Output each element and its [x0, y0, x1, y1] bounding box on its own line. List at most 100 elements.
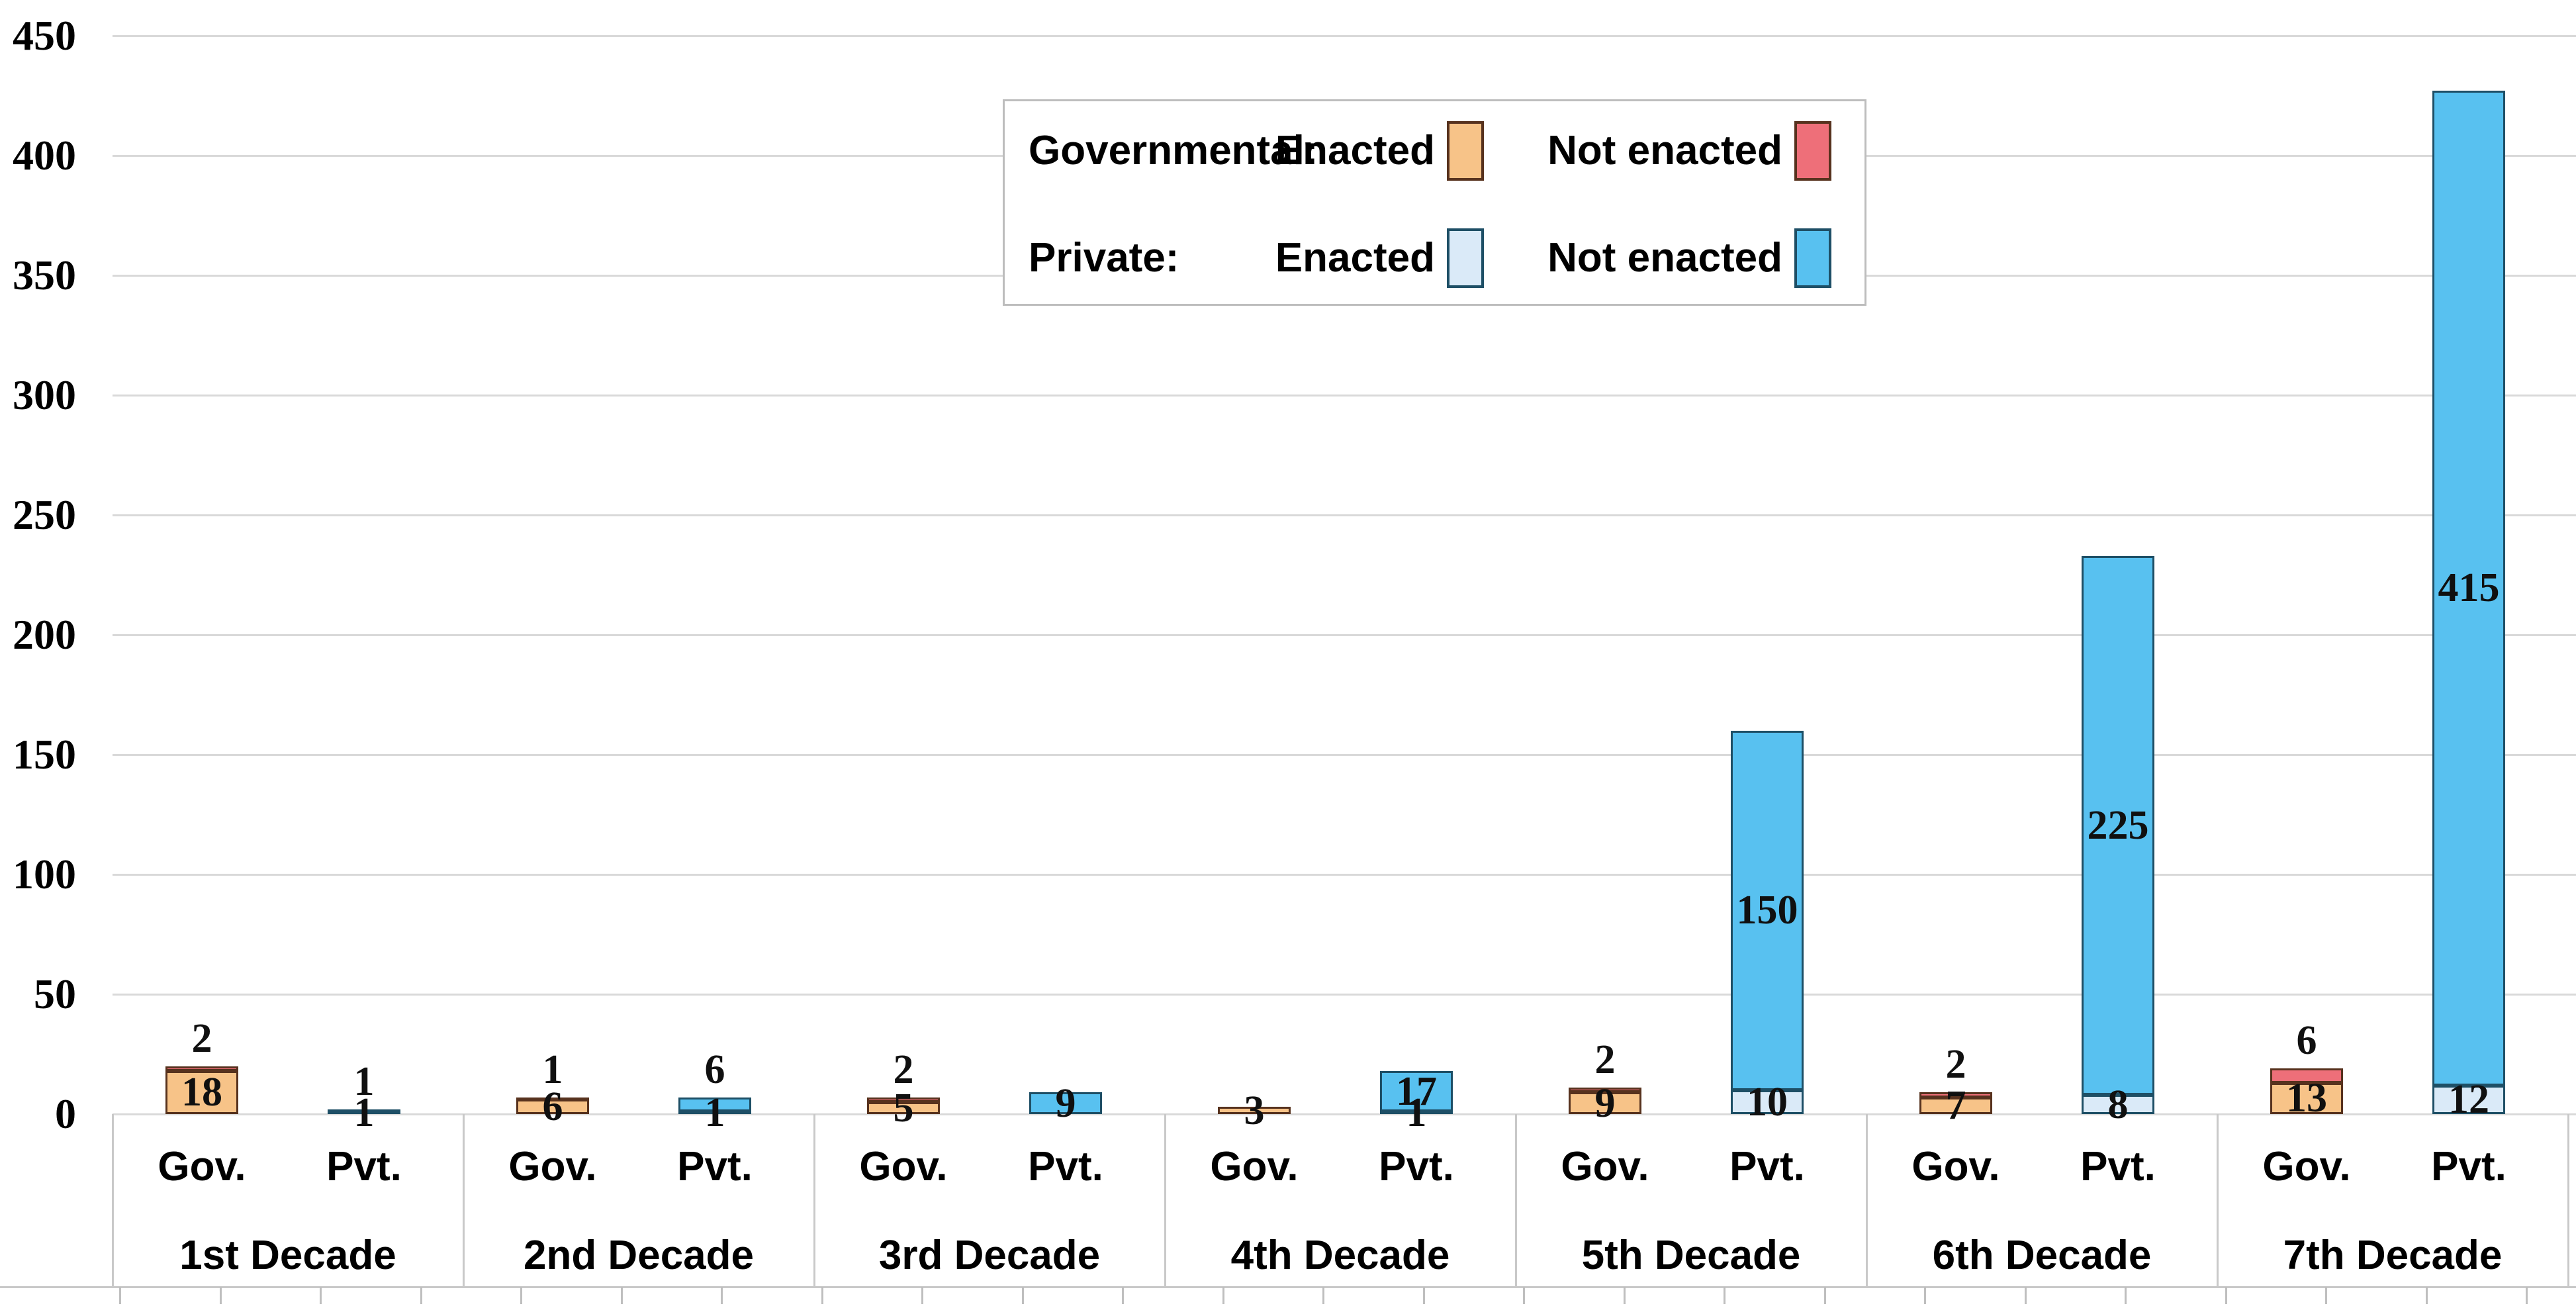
x-axis-minor-tick — [2225, 1287, 2227, 1304]
y-axis-tick-label: 50 — [34, 970, 76, 1017]
bar-value-label: 150 — [1736, 888, 1798, 933]
legend-swatch-gov-not-enacted — [1794, 121, 1831, 181]
category-label-gov: Gov. — [1561, 1144, 1649, 1190]
gov-enacted-segment — [1919, 1097, 1992, 1114]
decade-divider — [2567, 1114, 2569, 1286]
category-label-pvt: Pvt. — [1379, 1144, 1454, 1190]
pvt-not-enacted-segment — [678, 1097, 751, 1112]
x-axis-minor-tick — [921, 1287, 923, 1304]
bar-value-label: 12 — [2448, 1077, 2489, 1123]
gov-not-enacted-segment — [1569, 1088, 1641, 1093]
legend-swatch-gov-enacted — [1447, 121, 1484, 181]
pvt-enacted-segment — [2432, 1085, 2505, 1114]
x-axis-minor-tick — [2526, 1287, 2528, 1304]
y-gridline — [113, 395, 2576, 397]
legend-series-name: Governmental: — [1029, 128, 1318, 173]
pvt-not-enacted-segment — [1029, 1092, 1102, 1114]
legend-swatch-pvt-enacted — [1447, 228, 1484, 288]
legend-item-label: Not enacted — [1547, 128, 1782, 173]
legend-swatch-pvt-not-enacted — [1794, 228, 1831, 288]
bar-value-label: 225 — [2087, 802, 2149, 848]
x-axis-minor-tick — [2025, 1287, 2027, 1304]
decade-label: 1st Decade — [179, 1233, 396, 1278]
gov-not-enacted-segment — [516, 1097, 589, 1100]
y-gridline — [113, 754, 2576, 756]
decade-label: 2nd Decade — [523, 1233, 755, 1278]
x-axis-minor-tick — [1322, 1287, 1324, 1304]
decade-label: 3rd Decade — [878, 1233, 1101, 1278]
x-axis-minor-tick — [1924, 1287, 1926, 1304]
x-axis-minor-tick — [1724, 1287, 1725, 1304]
gov-enacted-segment — [165, 1070, 238, 1114]
pvt-not-enacted-segment — [1380, 1070, 1453, 1112]
x-axis-minor-tick — [2125, 1287, 2127, 1304]
bar-value-label: 13 — [2286, 1076, 2327, 1121]
category-label-pvt: Pvt. — [677, 1144, 753, 1190]
gov-not-enacted-segment — [2270, 1068, 2343, 1083]
pvt-enacted-segment — [678, 1111, 751, 1114]
bar-value-label: 7 — [1945, 1083, 1966, 1129]
gov-not-enacted-segment — [165, 1066, 238, 1071]
pvt-not-enacted-segment — [328, 1109, 400, 1112]
y-axis-tick-label: 0 — [55, 1090, 76, 1137]
category-label-pvt: Pvt. — [1729, 1144, 1805, 1190]
x-axis-minor-tick — [2426, 1287, 2428, 1304]
category-label-pvt: Pvt. — [2431, 1144, 2507, 1190]
bar-value-label: 3 — [1244, 1088, 1265, 1133]
category-label-gov: Gov. — [158, 1144, 246, 1190]
bar-value-label: 1 — [542, 1047, 563, 1092]
x-axis-minor-tick — [1122, 1287, 1124, 1304]
bar-value-label: 2 — [1945, 1042, 1966, 1088]
y-gridline — [113, 514, 2576, 516]
pvt-enacted-segment — [1380, 1111, 1453, 1114]
decade-label: 7th Decade — [2283, 1233, 2503, 1278]
gov-enacted-segment — [867, 1101, 940, 1114]
category-label-gov: Gov. — [859, 1144, 948, 1190]
decade-divider — [2217, 1114, 2219, 1286]
category-label-gov: Gov. — [2262, 1144, 2351, 1190]
y-axis-tick-label: 400 — [13, 132, 76, 179]
decade-divider — [1866, 1114, 1868, 1286]
bar-value-label: 6 — [704, 1047, 725, 1092]
bar-value-label: 18 — [181, 1070, 222, 1115]
category-label-gov: Gov. — [1210, 1144, 1299, 1190]
x-axis-minor-tick — [220, 1287, 222, 1304]
y-gridline — [113, 634, 2576, 636]
legend-item-label: Not enacted — [1547, 235, 1782, 281]
bar-value-label: 8 — [2107, 1082, 2129, 1127]
x-axis-minor-tick — [2325, 1287, 2327, 1304]
bar-value-label: 10 — [1747, 1079, 1788, 1125]
bar-value-label: 6 — [542, 1084, 563, 1130]
category-label-pvt: Pvt. — [326, 1144, 402, 1190]
pvt-enacted-segment — [1731, 1090, 1804, 1114]
y-gridline — [113, 874, 2576, 876]
pvt-enacted-segment — [2082, 1095, 2154, 1114]
gov-not-enacted-segment — [867, 1097, 940, 1102]
bar-value-label: 9 — [1055, 1080, 1076, 1126]
y-axis-tick-label: 350 — [13, 252, 76, 299]
category-label-gov: Gov. — [508, 1144, 597, 1190]
bar-value-label: 415 — [2438, 565, 2500, 611]
legend-item-label: Enacted — [1275, 235, 1435, 281]
bar-value-label: 5 — [893, 1085, 914, 1131]
gov-enacted-segment — [2270, 1082, 2343, 1114]
y-axis-tick-label: 300 — [13, 371, 76, 418]
bar-value-label: 17 — [1396, 1068, 1437, 1114]
x-axis-minor-tick — [320, 1287, 322, 1304]
y-gridline — [113, 994, 2576, 996]
pvt-not-enacted-segment — [1731, 730, 1804, 1090]
x-axis-bottom-line — [0, 1286, 2576, 1288]
bar-value-label: 1 — [353, 1058, 375, 1104]
bar-value-label: 1 — [1406, 1090, 1427, 1136]
y-axis-tick-label: 250 — [13, 491, 76, 538]
x-axis-minor-tick — [420, 1287, 422, 1304]
bar-value-label: 2 — [1594, 1037, 1616, 1083]
bar-value-label: 1 — [704, 1090, 725, 1136]
x-axis-minor-tick — [520, 1287, 522, 1304]
bar-value-label: 6 — [2296, 1018, 2317, 1064]
decade-divider — [1515, 1114, 1517, 1286]
decade-label: 4th Decade — [1230, 1233, 1450, 1278]
decade-label: 6th Decade — [1932, 1233, 2152, 1278]
bar-value-label: 1 — [353, 1090, 375, 1136]
gov-enacted-segment — [516, 1099, 589, 1114]
